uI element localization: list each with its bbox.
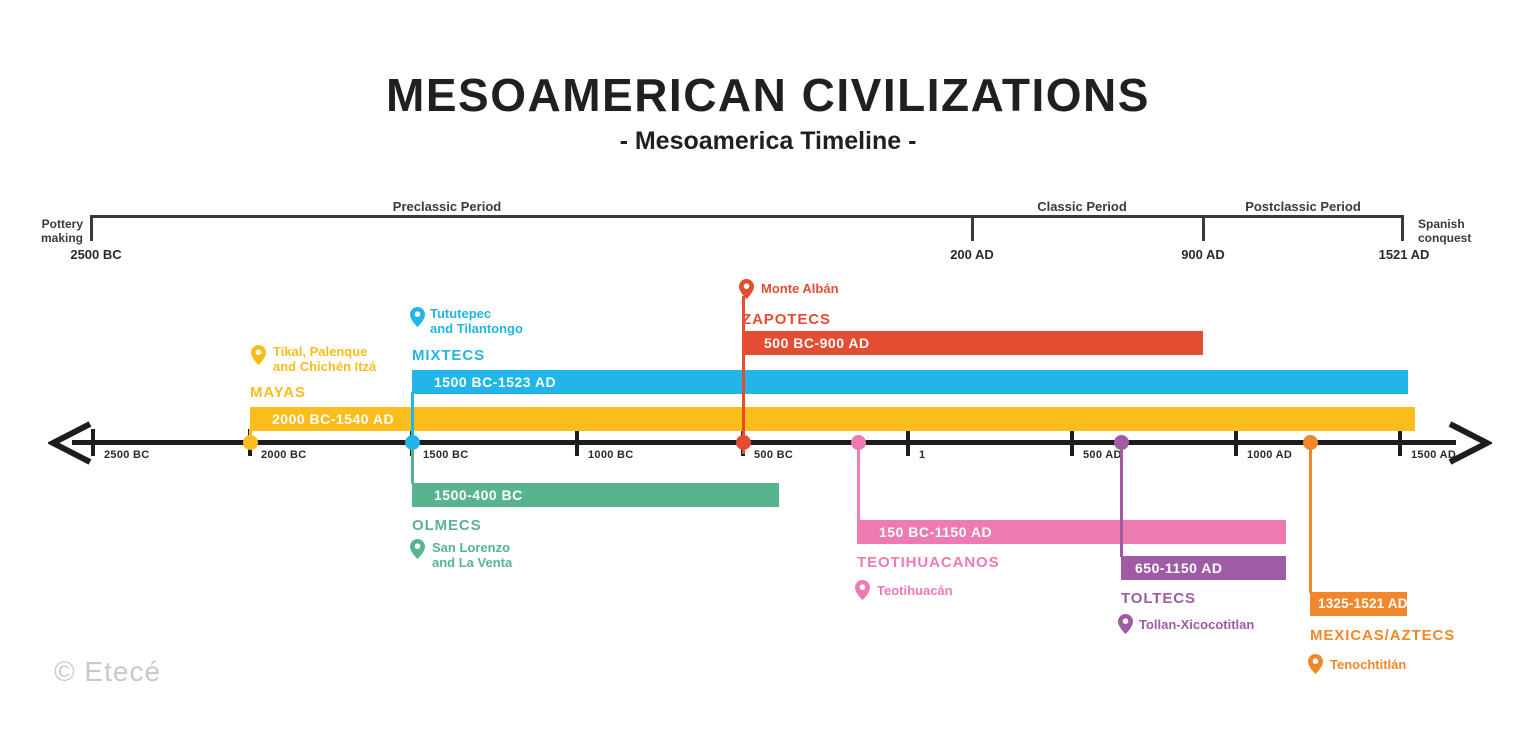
timeline-bar-olmecs: 1500-400 BC xyxy=(412,483,779,507)
event-spanish-conquest: Spanish conquest xyxy=(1418,217,1472,245)
timeline-bar-mayas: 2000 BC-1540 AD xyxy=(250,407,1415,431)
connector-mixtecs xyxy=(411,392,414,444)
location-pin-icon xyxy=(251,345,266,365)
timeline-bar-toltecs: 650-1150 AD xyxy=(1121,556,1286,580)
axis-tick-label: 2500 BC xyxy=(104,449,150,461)
period-tick-2500bc xyxy=(90,215,93,241)
location-label-aztecs: Tenochtitlán xyxy=(1330,657,1407,672)
period-tick-200ad xyxy=(971,215,974,241)
axis-dot-teotihuacanos xyxy=(851,435,866,450)
axis-dot-mayas xyxy=(243,435,258,450)
page-title: MESOAMERICAN CIVILIZATIONS xyxy=(386,69,1150,121)
axis-tick xyxy=(91,429,95,456)
axis-tick-label: 1 xyxy=(919,449,926,461)
location-label-mixtecs: Tututepec and Tilantongo xyxy=(430,306,523,336)
location-pin-icon xyxy=(1118,614,1133,634)
axis-tick-label: 1000 BC xyxy=(588,449,634,461)
axis-dot-toltecs xyxy=(1114,435,1129,450)
axis-tick xyxy=(1234,429,1238,456)
period-label-preclassic: Preclassic Period xyxy=(392,199,502,214)
location-pin-icon xyxy=(855,580,870,600)
civ-name-olmecs: OLMECS xyxy=(412,517,482,534)
connector-aztecs xyxy=(1309,443,1312,593)
axis-dot-zapotecs xyxy=(736,435,751,450)
connector-zapotecs xyxy=(742,296,745,454)
timeline-bar-teotihuacanos: 150 BC-1150 AD xyxy=(857,520,1286,544)
axis-tick xyxy=(906,429,910,456)
axis-dot-mixtecs xyxy=(405,435,420,450)
page-subtitle: - Mesoamerica Timeline - xyxy=(619,127,917,155)
connector-olmecs xyxy=(411,443,414,484)
connector-teotihuacanos xyxy=(857,443,860,521)
axis-right-arrow-icon xyxy=(1448,421,1492,465)
timeline-bar-mixtecs: 1500 BC-1523 AD xyxy=(412,370,1408,394)
event-pottery-making: Pottery making xyxy=(40,217,83,245)
period-tick-900ad xyxy=(1202,215,1205,241)
axis-dot-aztecs xyxy=(1303,435,1318,450)
period-year-900ad: 900 AD xyxy=(1181,247,1225,262)
location-label-toltecs: Tollan-Xicocotitlan xyxy=(1139,617,1255,632)
location-label-zapotecs: Monte Albán xyxy=(761,281,839,296)
axis-tick xyxy=(575,429,579,456)
civ-name-aztecs: MEXICAS/AZTECS xyxy=(1310,627,1456,644)
period-tick-1521ad xyxy=(1401,215,1404,241)
axis-tick xyxy=(1398,429,1402,456)
location-pin-icon xyxy=(1308,654,1323,674)
period-label-postclassic: Postclassic Period xyxy=(1245,199,1361,214)
axis-tick-label: 500 AD xyxy=(1083,449,1122,461)
axis-tick-label: 1500 AD xyxy=(1411,449,1457,461)
civ-name-zapotecs: ZAPOTECS xyxy=(742,311,831,328)
location-pin-icon xyxy=(410,307,425,327)
copyright-watermark: © Etecé xyxy=(54,656,162,687)
period-label-classic: Classic Period xyxy=(1037,199,1127,214)
timeline-bar-aztecs: 1325-1521 AD xyxy=(1310,592,1408,616)
connector-toltecs xyxy=(1120,443,1123,557)
axis-tick-label: 1000 AD xyxy=(1247,449,1293,461)
period-year-200ad: 200 AD xyxy=(950,247,994,262)
axis-left-arrow-icon xyxy=(48,421,92,465)
period-year-2500bc: 2500 BC xyxy=(70,247,122,262)
timeline-bar-zapotecs: 500 BC-900 AD xyxy=(742,331,1203,355)
location-pin-icon xyxy=(739,279,754,299)
location-label-teotihuacanos: Teotihuacán xyxy=(877,583,953,598)
timeline-axis xyxy=(72,440,1456,445)
civ-name-toltecs: TOLTECS xyxy=(1121,590,1196,607)
axis-tick xyxy=(1070,429,1074,456)
period-bracket-line xyxy=(91,215,1404,218)
period-year-1521ad: 1521 AD xyxy=(1378,247,1430,262)
location-pin-icon xyxy=(410,539,425,559)
axis-tick-label: 1500 BC xyxy=(423,449,469,461)
axis-tick-label: 500 BC xyxy=(754,449,794,461)
civ-name-mayas: MAYAS xyxy=(250,384,306,401)
location-label-olmecs: San Lorenzo and La Venta xyxy=(432,540,513,570)
location-label-mayas: Tikal, Palenque and Chichén Itzá xyxy=(273,344,377,374)
civ-name-mixtecs: MIXTECS xyxy=(412,347,485,364)
axis-tick-label: 2000 BC xyxy=(261,449,307,461)
civ-name-teotihuacanos: TEOTIHUACANOS xyxy=(857,554,1000,571)
